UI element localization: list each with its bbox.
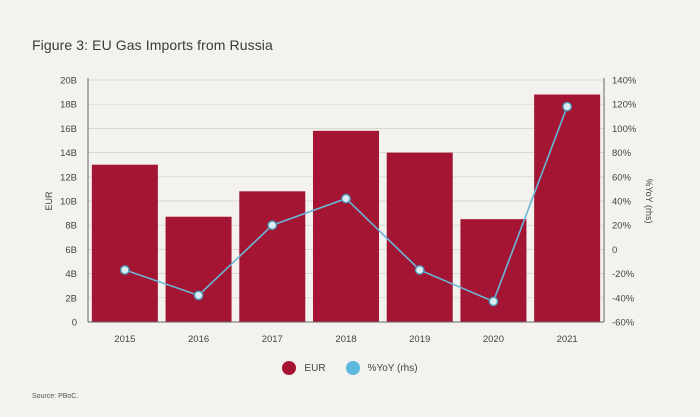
y2-tick-label: -60% [612,318,635,329]
y-axis-title: EUR [44,191,54,211]
legend-label-yoy: %YoY (rhs) [367,362,418,374]
yoy-point-2019 [414,265,425,275]
y-tick-label: 20B [60,76,77,87]
y2-tick-label: 60% [612,172,632,183]
yoy-point-2017 [267,220,278,231]
y-tick-label: 16B [60,124,77,135]
axes [87,78,605,323]
y2-tick-label: 140% [612,76,637,87]
x-tick-label: 2018 [335,334,356,345]
yoy-point-2021 [562,101,573,112]
x-tick-label: 2015 [114,334,135,345]
legend-item-eur: EUR [282,361,326,375]
bar-2015 [91,164,158,322]
legend-item-yoy: %YoY (rhs) [345,361,418,375]
bar-2017 [239,191,306,322]
chart-title: Figure 3: EU Gas Imports from Russia [32,37,273,53]
legend: EUR %YoY (rhs) [0,361,700,375]
bar-2018 [313,130,379,322]
source-note: Source: PBoC. [32,393,79,400]
tick-labels: 0 -60% 2B -40% 4B -20% 6B 0 8B 20% 10B 40% 12B 60% 14B… [44,76,654,346]
y2-axis-title: %YoY (rhs) [644,178,654,223]
y2-tick-label: 100% [612,124,637,135]
bar-2016 [165,216,232,322]
bar-2021 [534,94,601,323]
x-tick-label: 2016 [188,334,209,345]
y2-tick-label: -20% [612,269,635,280]
y-tick-label: 2B [65,293,77,304]
x-tick-label: 2019 [409,334,430,345]
legend-swatch-eur [282,361,297,375]
bars [91,94,601,323]
y2-tick-label: 0 [612,245,617,256]
yoy-point-2015 [119,265,130,275]
bar-2019 [386,152,453,322]
x-tick-label: 2021 [557,334,578,345]
yoy-line [119,101,573,307]
y-tick-label: 0 [72,318,77,329]
x-tick-label: 2017 [262,334,283,345]
yoy-point-2018 [341,193,351,204]
yoy-point-2016 [193,290,204,301]
y2-tick-label: 80% [612,148,632,159]
y-tick-label: 12B [60,172,77,183]
yoy-point-2020 [488,296,499,307]
y-tick-label: 14B [60,148,77,159]
y2-tick-label: 40% [612,197,632,208]
legend-label-eur: EUR [304,362,326,374]
legend-swatch-yoy [345,361,360,375]
y-tick-label: 10B [60,197,77,208]
y2-tick-label: 20% [612,221,632,232]
y-tick-label: 8B [65,221,77,232]
bar-2020 [460,219,527,322]
x-tick-label: 2020 [483,334,504,345]
y2-tick-label: 120% [612,100,637,111]
y-tick-label: 18B [60,100,77,111]
y-tick-label: 4B [65,269,77,280]
y-tick-label: 6B [65,245,77,256]
y2-tick-label: -40% [612,293,635,304]
